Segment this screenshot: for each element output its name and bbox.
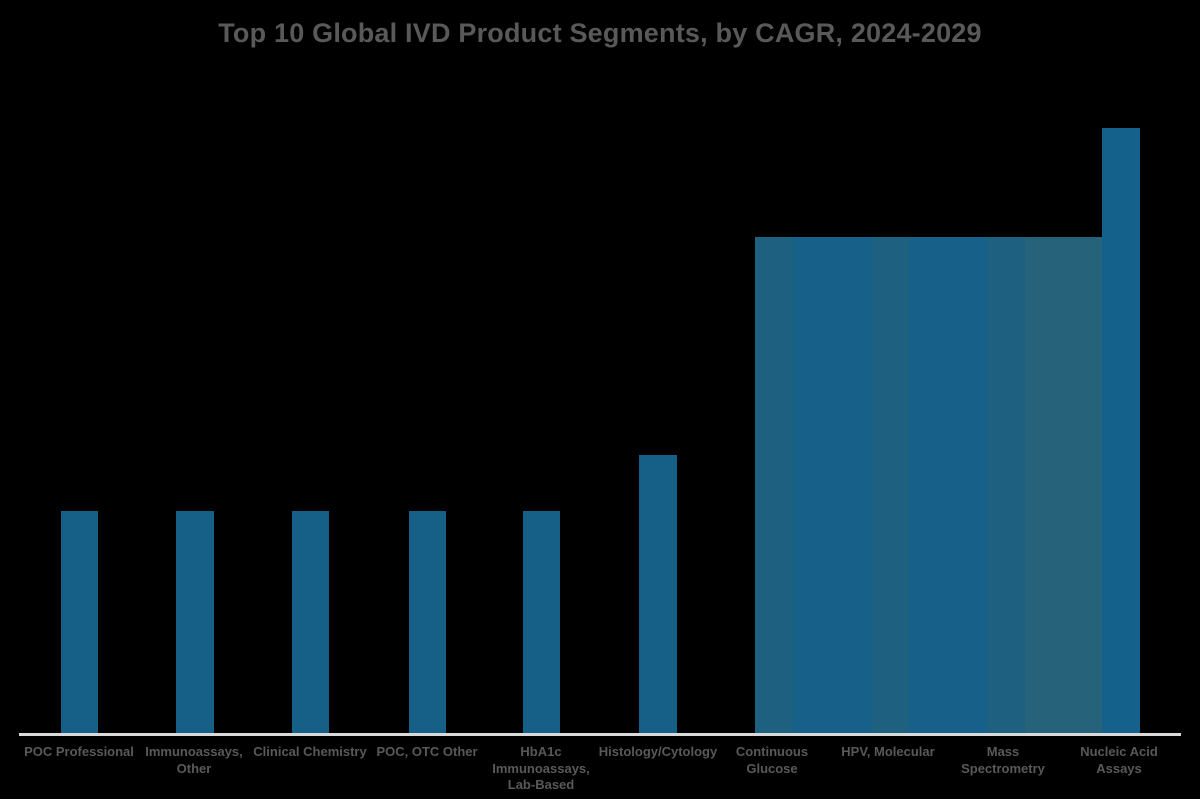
bar-nucleic-acid-assays	[1102, 128, 1140, 733]
x-axis-label: HPV, Molecular	[826, 744, 950, 761]
bar-histology-cytology	[639, 455, 677, 733]
x-axis-label: HbA1c Immunoassays, Lab-Based	[479, 744, 603, 794]
bar-immunoassays-other	[176, 511, 214, 733]
bar-wide-segment-3	[871, 237, 909, 733]
x-axis-label-line: Glucose	[746, 760, 798, 776]
bar-clinical-chemistry	[292, 511, 329, 733]
x-axis-label-line: Clinical Chemistry	[253, 744, 367, 759]
chart-title: Top 10 Global IVD Product Segments, by C…	[218, 18, 982, 48]
x-axis-label-line: HPV, Molecular	[841, 744, 935, 759]
x-axis-label-line: Immunoassays,	[492, 760, 590, 776]
x-axis-label-line: POC Professional	[24, 744, 134, 759]
bar-wide-segment-5	[987, 237, 1025, 733]
x-axis-label: Nucleic Acid Assays	[1057, 744, 1181, 777]
x-axis-label: POC, OTC Other	[365, 744, 489, 761]
bar-poc-professional	[61, 511, 98, 733]
bar-poc-otc-other	[409, 511, 446, 733]
x-axis-label-line: Mass	[986, 744, 1020, 759]
x-axis-label-line: Histology/Cytology	[598, 744, 718, 759]
x-axis-label: Histology/Cytology	[596, 744, 720, 761]
bar-hba1c-lab-based	[523, 511, 560, 733]
x-axis-label-line: Lab-Based	[507, 777, 575, 792]
x-axis-label-line: Spectrometry	[961, 760, 1045, 776]
bar-wide-segment-1	[755, 237, 793, 733]
x-axis-label-line: Immunoassays,	[145, 744, 243, 759]
x-axis-label-line: Nucleic Acid	[1080, 744, 1158, 759]
bar-wide-segment-6	[1025, 237, 1102, 733]
bar-wide-segment-2	[793, 237, 871, 733]
x-axis-label: Continuous Glucose	[710, 744, 834, 777]
bar-wide-segment-4	[909, 237, 987, 733]
x-axis-label-line: Assays	[1096, 760, 1142, 776]
x-axis-line	[19, 733, 1181, 736]
x-axis-label-line: Other	[176, 760, 212, 776]
x-axis-label: Mass Spectrometry	[941, 744, 1065, 777]
x-axis-label-line: Continuous	[735, 744, 809, 759]
x-axis-label: Clinical Chemistry	[248, 744, 372, 761]
x-axis-label: Immunoassays, Other	[132, 744, 256, 777]
x-axis-label: POC Professional	[17, 744, 141, 761]
x-axis-label-line: HbA1c	[520, 744, 562, 759]
x-axis-label-line: POC, OTC Other	[376, 744, 478, 759]
